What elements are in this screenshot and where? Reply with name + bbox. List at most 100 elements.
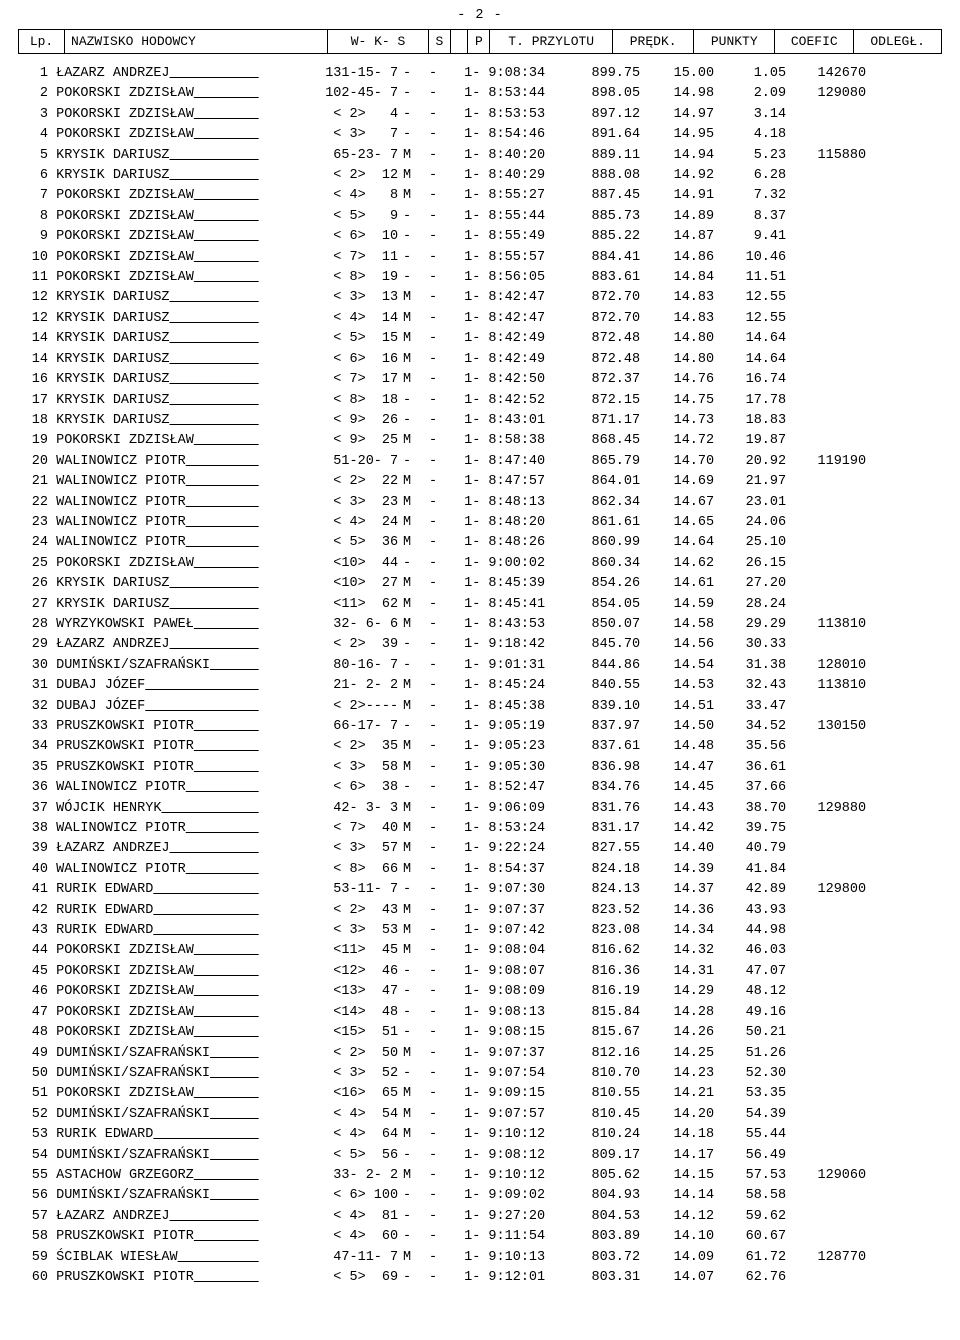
cell-p: - — [426, 1166, 440, 1186]
cell-p: - — [426, 186, 440, 206]
cell-punkty: 14.54 — [640, 656, 714, 676]
cell-tp: 1- 9:08:07 — [464, 962, 566, 982]
cell-predk: 823.08 — [566, 921, 640, 941]
cell-s: M — [398, 370, 416, 390]
cell-punkty: 14.39 — [640, 860, 714, 880]
cell-coefic: 48.12 — [714, 982, 786, 1002]
cell-p: - — [426, 1023, 440, 1043]
cell-coefic: 27.20 — [714, 574, 786, 594]
cell-wks: < 4> 14 — [288, 309, 398, 329]
cell-punkty: 14.87 — [640, 227, 714, 247]
cell-p: - — [426, 676, 440, 696]
table-row: 12 KRYSIK DARIUSZ < 4> 14M-1- 8:42:47872… — [18, 309, 942, 329]
cell-name: RURIK EDWARD — [56, 880, 288, 900]
cell-wks: <10> 27 — [288, 574, 398, 594]
cell-lp: 43 — [18, 921, 48, 941]
cell-tp: 1- 9:07:37 — [464, 1044, 566, 1064]
cell-odlegl: 129800 — [786, 880, 866, 900]
cell-name: WALINOWICZ PIOTR — [56, 819, 288, 839]
cell-odlegl: 113810 — [786, 676, 866, 696]
cell-wks: 33- 2- 2 — [288, 1166, 398, 1186]
cell-p: - — [426, 1105, 440, 1125]
cell-predk: 804.53 — [566, 1207, 640, 1227]
cell-wks: <11> 62 — [288, 595, 398, 615]
cell-predk: 883.61 — [566, 268, 640, 288]
cell-s: - — [398, 64, 416, 84]
cell-lp: 7 — [18, 186, 48, 206]
cell-name: DUMIŃSKI/SZAFRAŃSKI — [56, 1105, 288, 1125]
cell-punkty: 14.62 — [640, 554, 714, 574]
table-row: 17 KRYSIK DARIUSZ < 8> 18--1- 8:42:52872… — [18, 391, 942, 411]
cell-s: M — [398, 1166, 416, 1186]
cell-predk: 831.76 — [566, 799, 640, 819]
table-row: 43 RURIK EDWARD < 3> 53M-1- 9:07:42823.0… — [18, 921, 942, 941]
hdr-wks: W- K- S — [328, 30, 429, 54]
table-row: 3 POKORSKI ZDZISŁAW < 2> 4--1- 8:53:5389… — [18, 105, 942, 125]
cell-p: - — [426, 982, 440, 1002]
cell-coefic: 20.92 — [714, 452, 786, 472]
cell-p: - — [426, 1003, 440, 1023]
cell-s: M — [398, 574, 416, 594]
cell-wks: < 6> 38 — [288, 778, 398, 798]
cell-wks: < 5> 15 — [288, 329, 398, 349]
cell-lp: 24 — [18, 533, 48, 553]
cell-wks: < 8> 66 — [288, 860, 398, 880]
table-row: 35 PRUSZKOWSKI PIOTR < 3> 58M-1- 9:05:30… — [18, 758, 942, 778]
table-row: 6 KRYSIK DARIUSZ < 2> 12M-1- 8:40:29888.… — [18, 166, 942, 186]
cell-coefic: 16.74 — [714, 370, 786, 390]
cell-wks: < 4> 60 — [288, 1227, 398, 1247]
cell-punkty: 14.53 — [640, 676, 714, 696]
cell-name: POKORSKI ZDZISŁAW — [56, 1003, 288, 1023]
cell-p: - — [426, 1268, 440, 1288]
cell-name: ŁAZARZ ANDRZEJ — [56, 1207, 288, 1227]
cell-punkty: 14.12 — [640, 1207, 714, 1227]
cell-lp: 57 — [18, 1207, 48, 1227]
cell-predk: 887.45 — [566, 186, 640, 206]
cell-tp: 1- 9:11:54 — [464, 1227, 566, 1247]
cell-coefic: 28.24 — [714, 595, 786, 615]
cell-name: KRYSIK DARIUSZ — [56, 391, 288, 411]
cell-wks: < 5> 56 — [288, 1146, 398, 1166]
cell-name: KRYSIK DARIUSZ — [56, 411, 288, 431]
cell-odlegl: 113810 — [786, 615, 866, 635]
table-row: 40 WALINOWICZ PIOTR < 8> 66M-1- 8:54:378… — [18, 860, 942, 880]
cell-coefic: 3.14 — [714, 105, 786, 125]
cell-tp: 1- 9:27:20 — [464, 1207, 566, 1227]
cell-predk: 868.45 — [566, 431, 640, 451]
cell-p: - — [426, 513, 440, 533]
table-row: 49 DUMIŃSKI/SZAFRAŃSKI < 2> 50M-1- 9:07:… — [18, 1044, 942, 1064]
cell-lp: 35 — [18, 758, 48, 778]
cell-p: - — [426, 533, 440, 553]
cell-punkty: 14.17 — [640, 1146, 714, 1166]
cell-s: - — [398, 1023, 416, 1043]
cell-punkty: 14.47 — [640, 758, 714, 778]
cell-wks: 42- 3- 3 — [288, 799, 398, 819]
cell-coefic: 12.55 — [714, 288, 786, 308]
cell-lp: 28 — [18, 615, 48, 635]
cell-punkty: 14.09 — [640, 1248, 714, 1268]
cell-wks: < 3> 13 — [288, 288, 398, 308]
table-row: 53 RURIK EDWARD < 4> 64M-1- 9:10:12810.2… — [18, 1125, 942, 1145]
cell-s: - — [398, 84, 416, 104]
cell-punkty: 14.56 — [640, 635, 714, 655]
cell-predk: 816.62 — [566, 941, 640, 961]
cell-punkty: 14.34 — [640, 921, 714, 941]
table-row: 54 DUMIŃSKI/SZAFRAŃSKI < 5> 56--1- 9:08:… — [18, 1146, 942, 1166]
cell-tp: 1- 8:42:47 — [464, 309, 566, 329]
table-row: 22 WALINOWICZ PIOTR < 3> 23M-1- 8:48:138… — [18, 493, 942, 513]
cell-punkty: 14.84 — [640, 268, 714, 288]
cell-tp: 1- 9:05:19 — [464, 717, 566, 737]
cell-wks: <15> 51 — [288, 1023, 398, 1043]
cell-wks: <16> 65 — [288, 1084, 398, 1104]
cell-p: - — [426, 431, 440, 451]
cell-punkty: 14.37 — [640, 880, 714, 900]
cell-predk: 872.48 — [566, 329, 640, 349]
cell-predk: 810.55 — [566, 1084, 640, 1104]
cell-wks: <12> 46 — [288, 962, 398, 982]
cell-lp: 14 — [18, 350, 48, 370]
cell-wks: < 5> 69 — [288, 1268, 398, 1288]
cell-wks: < 3> 57 — [288, 839, 398, 859]
cell-name: DUBAJ JÓZEF — [56, 697, 288, 717]
cell-p: - — [426, 268, 440, 288]
hdr-punkty: PUNKTY — [694, 30, 775, 54]
